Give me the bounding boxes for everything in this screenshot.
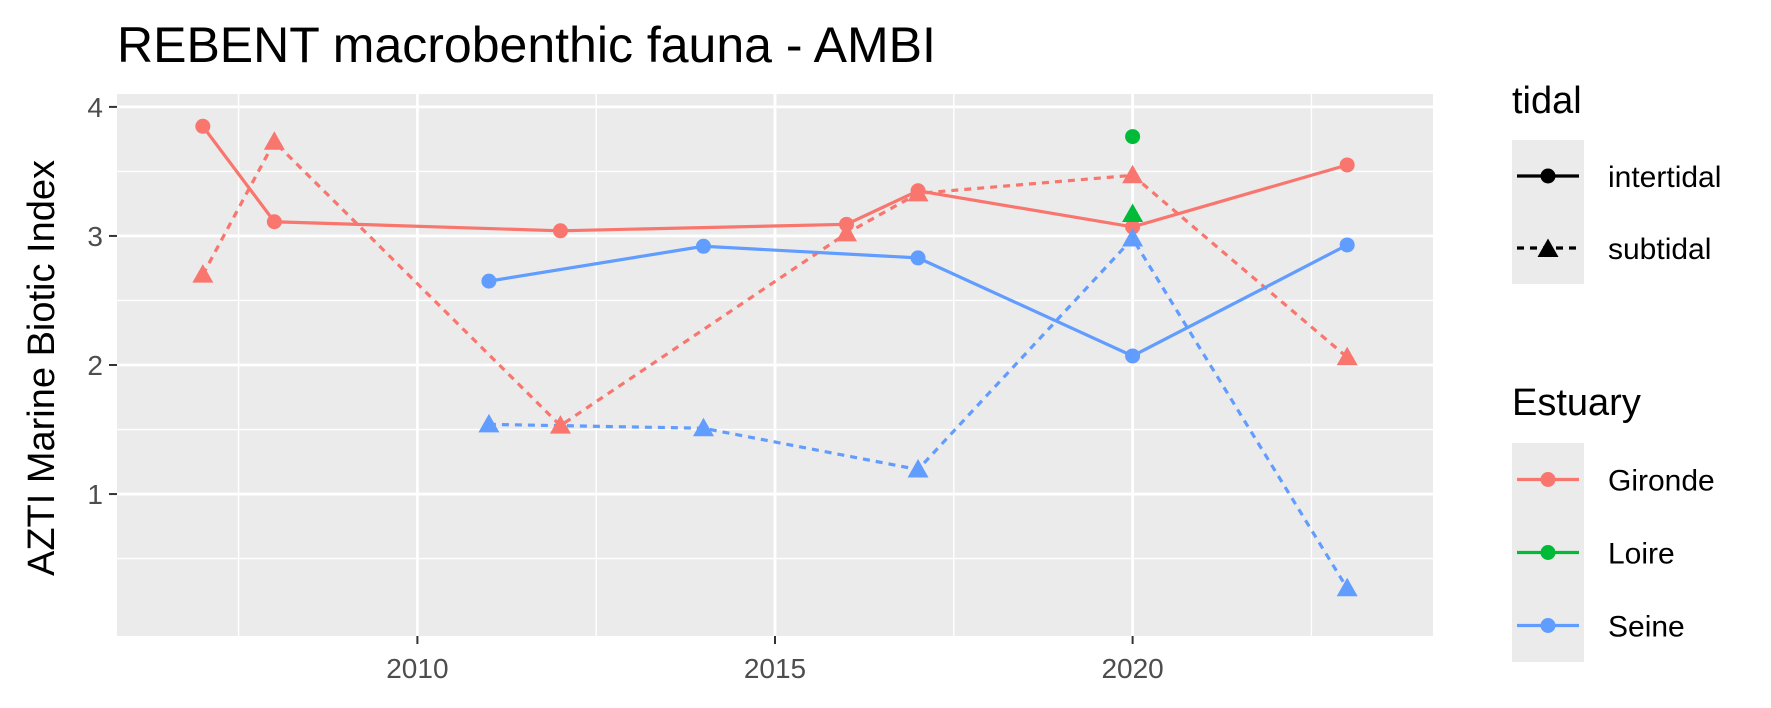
y-tick-label: 1: [87, 479, 103, 510]
legend-key-marker-loire: [1540, 545, 1556, 560]
legend-label-gironde: Gironde: [1608, 465, 1715, 498]
x-tick-label: 2010: [386, 653, 448, 684]
loire-subtidal-point: [1122, 203, 1144, 223]
chart-title: REBENT macrobenthic fauna - AMBI: [117, 17, 936, 73]
gironde-subtidal-point: [836, 222, 858, 242]
seine-subtidal-point: [1336, 577, 1358, 597]
gironde-subtidal-point: [549, 415, 571, 434]
gironde-intertidal-point: [1125, 219, 1141, 235]
y-tick-label: 3: [87, 221, 103, 252]
gironde-subtidal-point: [907, 182, 929, 202]
y-tick-label: 2: [87, 350, 103, 381]
legend-title-tidal: tidal: [1512, 80, 1582, 122]
gironde-subtidal-point: [192, 264, 214, 283]
seine-subtidal-point: [692, 417, 714, 437]
x-axis: 2010 2015 2020: [386, 636, 1164, 684]
seine-intertidal-point: [481, 273, 497, 289]
gironde-subtidal-point: [263, 131, 285, 150]
y-axis-title: AZTI Marine Biotic Index: [21, 160, 63, 576]
legend-key-background: [1512, 140, 1584, 284]
major-gridlines: [117, 94, 1433, 636]
seine-intertidal-point: [1339, 237, 1355, 253]
gironde-intertidal-point: [1339, 157, 1355, 173]
gironde-intertidal-point: [195, 118, 211, 134]
legend-title-estuary: Estuary: [1512, 382, 1641, 424]
seine-intertidal-point: [1125, 348, 1141, 364]
y-axis: 1 2 3 4: [87, 92, 117, 510]
legend-label-subtidal: subtidal: [1608, 233, 1711, 266]
gironde-subtidal-point: [1122, 164, 1144, 184]
x-tick-label: 2015: [744, 653, 806, 684]
series-points: [192, 118, 1358, 597]
legend-label-seine: Seine: [1608, 611, 1685, 644]
seine-intertidal-point: [695, 238, 711, 254]
legend-key-marker-seine: [1540, 618, 1556, 633]
legend: tidal intertidal subtidal Estuary Gironde Loi…: [1512, 80, 1721, 662]
legend-label-intertidal: intertidal: [1608, 161, 1721, 194]
gironde-intertidal-point: [266, 214, 282, 230]
legend-key-marker-intertidal: [1540, 168, 1556, 184]
loire-intertidal-point: [1125, 129, 1141, 145]
y-tick-label: 4: [87, 92, 103, 123]
gironde-subtidal-point: [1336, 346, 1358, 366]
seine-subtidal-point: [907, 459, 929, 478]
x-tick-label: 2020: [1101, 653, 1163, 684]
seine-subtidal-point: [478, 413, 500, 433]
gironde-intertidal-point: [552, 223, 568, 239]
seine-subtidal-point: [1122, 228, 1144, 247]
legend-key-marker-subtidal: [1537, 238, 1559, 257]
legend-label-loire: Loire: [1608, 538, 1675, 571]
seine-intertidal-point: [910, 250, 926, 266]
legend-key-marker-gironde: [1540, 472, 1556, 487]
